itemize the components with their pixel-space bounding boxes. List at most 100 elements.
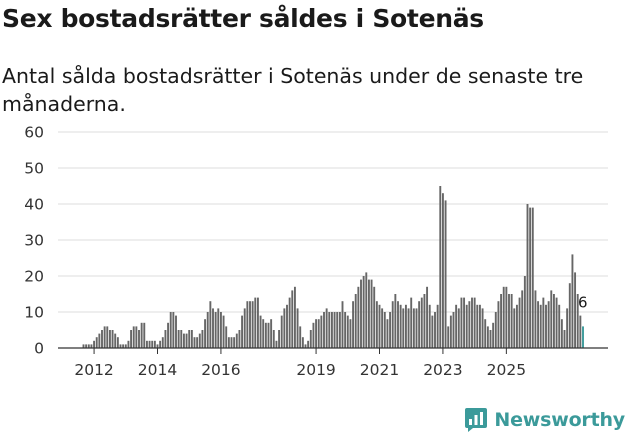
y-tick-label-40: 40 bbox=[24, 196, 44, 214]
bar bbox=[328, 312, 331, 348]
chart-labels: 0 10 20 30 40 50 60 2012 2014 2016 2019 2021 2023 202… bbox=[24, 124, 587, 380]
bar bbox=[241, 315, 244, 348]
bar bbox=[539, 304, 542, 348]
bar bbox=[188, 330, 191, 348]
bar bbox=[468, 301, 471, 348]
bar bbox=[135, 326, 138, 348]
bar bbox=[568, 283, 571, 348]
bar bbox=[246, 301, 249, 348]
bar bbox=[362, 276, 365, 348]
bar bbox=[180, 330, 183, 348]
bar bbox=[410, 297, 413, 348]
bar bbox=[293, 286, 296, 348]
bar bbox=[304, 344, 307, 348]
bar bbox=[201, 330, 204, 348]
bar bbox=[449, 315, 452, 348]
bar bbox=[301, 337, 304, 348]
bar bbox=[330, 312, 333, 348]
bar bbox=[542, 297, 545, 348]
bar bbox=[272, 330, 275, 348]
bar bbox=[457, 308, 460, 348]
bar bbox=[262, 319, 265, 348]
bar bbox=[508, 294, 510, 348]
bar bbox=[428, 304, 431, 348]
bar bbox=[172, 312, 175, 348]
bar bbox=[235, 333, 238, 348]
bar bbox=[185, 333, 188, 348]
bar bbox=[510, 294, 513, 348]
bar bbox=[370, 279, 373, 348]
bar bbox=[124, 344, 127, 348]
y-tick-label-10: 10 bbox=[24, 304, 44, 322]
bar bbox=[460, 297, 463, 348]
bar bbox=[558, 304, 561, 348]
bar bbox=[441, 193, 444, 348]
bar bbox=[182, 333, 185, 348]
bar bbox=[230, 337, 233, 348]
bar bbox=[161, 337, 164, 348]
bar bbox=[323, 312, 325, 348]
bar bbox=[85, 344, 88, 348]
bar bbox=[574, 272, 577, 348]
bar bbox=[455, 304, 458, 348]
bar bbox=[101, 330, 103, 348]
bar bbox=[404, 304, 407, 348]
bar bbox=[156, 344, 159, 348]
bar bbox=[233, 337, 236, 348]
bar bbox=[286, 304, 288, 348]
x-tick-label-2023: 2023 bbox=[423, 361, 462, 379]
y-tick-label-50: 50 bbox=[24, 160, 44, 178]
newsworthy-logo-icon bbox=[465, 408, 488, 432]
bar bbox=[264, 322, 267, 348]
bar bbox=[217, 308, 220, 348]
bar bbox=[280, 315, 283, 348]
bar bbox=[505, 286, 508, 348]
y-tick-label-60: 60 bbox=[24, 124, 44, 142]
bar bbox=[93, 340, 96, 348]
bar bbox=[338, 312, 341, 348]
bar bbox=[108, 330, 111, 348]
bar bbox=[386, 319, 389, 348]
bar bbox=[196, 337, 199, 348]
bar bbox=[418, 301, 421, 348]
bar bbox=[219, 312, 222, 348]
bar bbox=[267, 322, 270, 348]
bar bbox=[336, 312, 339, 348]
bar bbox=[481, 308, 484, 348]
bar bbox=[550, 290, 553, 348]
bar bbox=[576, 294, 579, 348]
bar bbox=[420, 297, 423, 348]
bar bbox=[365, 272, 368, 348]
bar bbox=[547, 301, 550, 348]
bar bbox=[98, 333, 101, 348]
bar bbox=[523, 276, 526, 348]
bar bbox=[465, 304, 468, 348]
bar bbox=[206, 312, 209, 348]
bar bbox=[169, 312, 172, 348]
bar bbox=[175, 315, 177, 348]
bar bbox=[545, 304, 547, 348]
bar bbox=[87, 344, 90, 348]
bar bbox=[360, 279, 362, 348]
bar bbox=[352, 301, 355, 348]
x-tick-label-2016: 2016 bbox=[201, 361, 240, 379]
bar bbox=[151, 340, 154, 348]
bar bbox=[367, 279, 370, 348]
bar bbox=[407, 308, 410, 348]
bar bbox=[397, 301, 399, 348]
bar bbox=[552, 294, 555, 348]
bar bbox=[82, 344, 85, 348]
bar bbox=[249, 301, 251, 348]
bar bbox=[153, 340, 156, 348]
bar bbox=[471, 297, 473, 348]
bar bbox=[143, 322, 146, 348]
y-tick-label-0: 0 bbox=[34, 340, 44, 358]
bar bbox=[571, 254, 574, 348]
chart-axes bbox=[58, 347, 608, 354]
bar bbox=[521, 290, 524, 348]
bar bbox=[114, 333, 117, 348]
chart-bars bbox=[82, 186, 584, 348]
bar bbox=[222, 315, 225, 348]
bar bbox=[463, 297, 466, 348]
newsworthy-logo-text: Newsworthy bbox=[494, 409, 625, 431]
